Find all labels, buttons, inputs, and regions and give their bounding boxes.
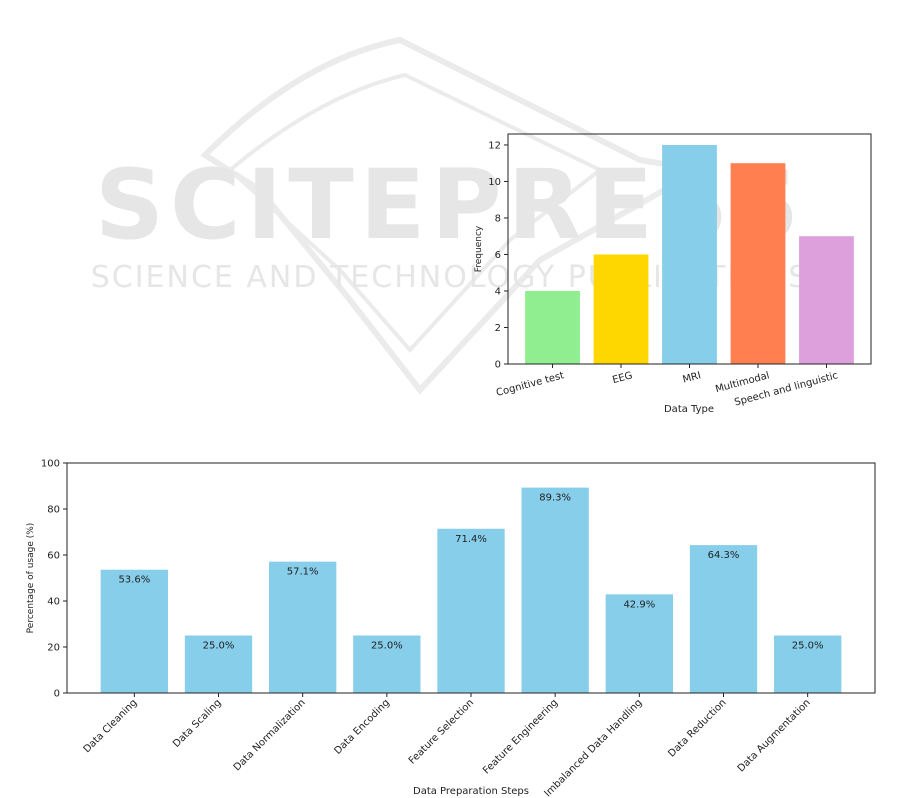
y-tick-label: 0	[495, 360, 501, 371]
x-tick-label: Data Scaling	[171, 697, 224, 750]
chart1-y-axis-label: Frequency	[474, 225, 484, 272]
bar-feature-engineering	[521, 487, 589, 693]
x-tick-label: Feature Selection	[407, 697, 476, 766]
bar-mri	[662, 144, 717, 364]
y-tick-label: 40	[47, 597, 60, 608]
bar-eeg	[593, 254, 649, 364]
y-tick-label: 10	[488, 177, 501, 188]
data-label: 42.9%	[623, 599, 655, 610]
bar-data-scaling	[184, 635, 253, 693]
bar-feature-selection	[437, 528, 505, 693]
chart2-y-axis-label: Percentage of usage (%)	[26, 523, 36, 634]
x-tick-label: Feature Engineering	[481, 697, 560, 776]
bar-multimodal	[730, 163, 786, 364]
data-label: 57.1%	[287, 567, 319, 578]
bar-data-normalization	[269, 561, 337, 693]
x-tick-label: Data Encoding	[332, 697, 391, 756]
x-tick-label: MRI	[682, 370, 703, 385]
chart2-data-labels: 53.6% 25.0% 57.1% 25.0% 71.4% 89.3% 42.9% 64.3%…	[118, 493, 823, 652]
y-tick-label: 80	[47, 505, 60, 516]
bar-data-cleaning	[100, 569, 168, 693]
bar-imbalanced-data-handling	[605, 594, 673, 693]
data-label: 89.3%	[539, 493, 571, 504]
data-label: 25.0%	[792, 641, 824, 652]
chart2-x-axis-label: Data Preparation Steps	[413, 786, 529, 797]
data-label: 53.6%	[118, 575, 150, 586]
chart2-bars	[100, 487, 842, 693]
chart2-plot-frame	[66, 462, 876, 694]
chart2-x-ticks: Data Cleaning Data Scaling Data Normalizat…	[82, 693, 813, 798]
chart1-bars	[525, 144, 854, 364]
data-label: 25.0%	[203, 641, 235, 652]
data-label: 25.0%	[371, 641, 403, 652]
y-tick-label: 2	[495, 323, 501, 334]
bar-speech-and-linguistic	[799, 236, 854, 364]
x-tick-label: Imbalanced Data Handling	[542, 697, 644, 798]
chart1-plot-frame	[507, 133, 872, 365]
x-tick-label: Data Augmentation	[736, 697, 813, 774]
y-tick-label: 12	[488, 140, 501, 151]
x-tick-label: Data Cleaning	[82, 697, 140, 755]
chart1-y-ticks: 0 2 4 6 8 10 12	[488, 140, 508, 371]
bar-cognitive-test	[525, 290, 580, 364]
y-tick-label: 20	[47, 643, 60, 654]
y-tick-label: 60	[47, 551, 60, 562]
data-label: 71.4%	[455, 534, 487, 545]
y-tick-label: 100	[41, 459, 60, 470]
y-tick-label: 0	[54, 689, 60, 700]
bar-data-reduction	[689, 545, 758, 693]
bar-data-augmentation	[774, 635, 842, 693]
bar-data-encoding	[353, 635, 421, 693]
x-tick-label: EEG	[611, 370, 634, 386]
x-tick-label: Data Normalization	[232, 697, 308, 773]
y-tick-label: 8	[495, 213, 501, 224]
data-label: 64.3%	[708, 550, 740, 561]
y-tick-label: 6	[495, 250, 501, 261]
y-tick-label: 4	[495, 286, 501, 297]
chart2-y-ticks: 0 20 40 60 80 100	[41, 459, 67, 700]
chart1-x-axis-label: Data Type	[664, 404, 714, 415]
x-tick-label: Data Reduction	[666, 697, 728, 759]
